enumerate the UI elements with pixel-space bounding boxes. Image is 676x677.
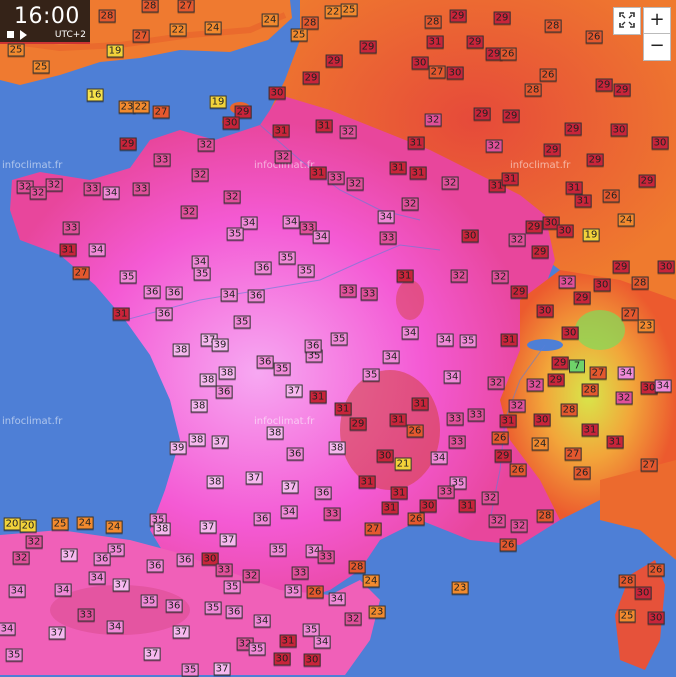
time-display: 16:00 (14, 4, 80, 29)
stop-icon[interactable] (7, 31, 14, 38)
morvan (396, 280, 424, 320)
play-icon[interactable] (20, 30, 27, 40)
england-coast (0, 12, 287, 52)
italy-land (600, 460, 676, 560)
fullscreen-button[interactable] (613, 7, 641, 35)
zoom-in-button[interactable]: + (643, 7, 671, 35)
time-panel: 16:00 UTC+2 (0, 0, 90, 44)
watermark: infoclimat.fr (2, 416, 63, 427)
zoom-out-button[interactable]: − (643, 33, 671, 61)
corsica-land (615, 560, 665, 670)
island (230, 102, 250, 114)
pyrenees (50, 585, 190, 635)
watermark: infoclimat.fr (2, 160, 63, 171)
watermark: infoclimat.fr (254, 416, 315, 427)
timeline-progress[interactable] (0, 42, 90, 44)
massif-central (340, 370, 440, 490)
fullscreen-icon (619, 12, 635, 28)
timezone-label: UTC+2 (54, 30, 86, 40)
northern-europe-land (270, 0, 676, 300)
watermark: infoclimat.fr (254, 160, 315, 171)
watermark: infoclimat.fr (510, 160, 571, 171)
loire-river (124, 244, 441, 321)
alps-peaks (575, 310, 625, 350)
island (222, 117, 238, 127)
